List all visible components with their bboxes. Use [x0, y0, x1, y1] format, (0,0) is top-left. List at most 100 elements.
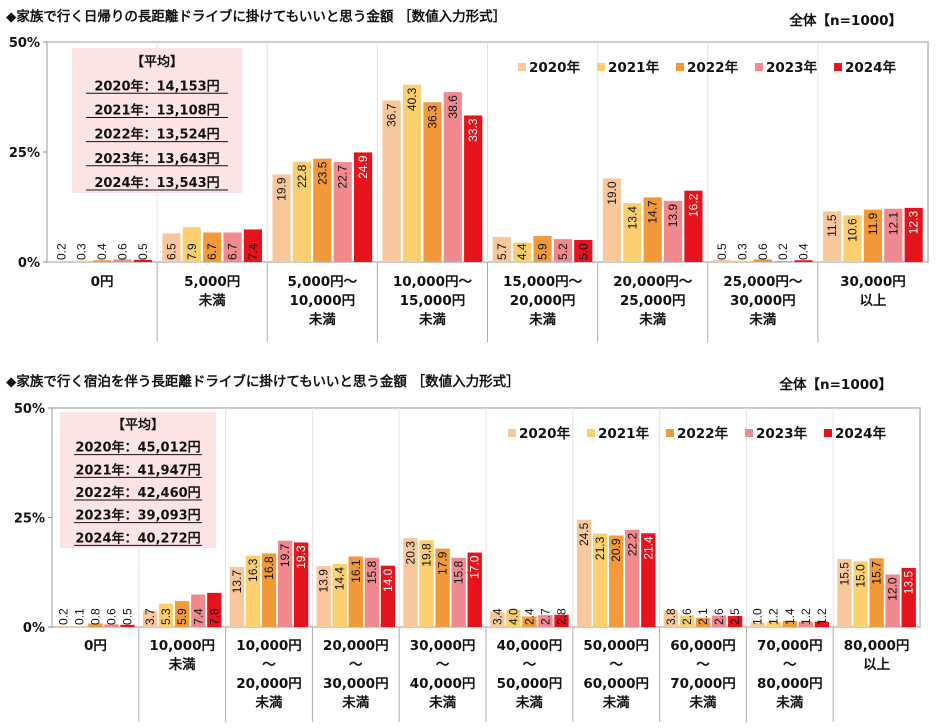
legend-swatch — [755, 63, 763, 71]
bar — [554, 614, 569, 627]
data-label: 16.2 — [686, 193, 700, 217]
bar — [753, 259, 772, 262]
category-label: 5,000円～ — [287, 274, 357, 290]
bar — [592, 533, 608, 627]
data-label: 20.9 — [609, 538, 623, 562]
bar — [403, 538, 418, 627]
data-label: 0.4 — [797, 243, 811, 260]
bar — [142, 610, 158, 627]
data-label: 3.7 — [143, 608, 157, 625]
data-label: 2.7 — [538, 608, 552, 625]
data-label: 15.8 — [452, 560, 466, 584]
category-label: 未満 — [429, 694, 456, 711]
data-label: 17.0 — [468, 555, 482, 579]
data-label: 16.1 — [349, 559, 363, 583]
bar — [602, 178, 622, 262]
category-label: 70,000円 — [670, 676, 736, 692]
bar — [293, 542, 309, 627]
bar — [782, 620, 797, 627]
data-label: 38.6 — [446, 95, 460, 119]
bar — [609, 535, 624, 627]
data-label: 15.8 — [365, 560, 379, 584]
category-label: 50,000円 — [497, 676, 563, 692]
category-label: 15,000円～ — [503, 274, 583, 290]
data-label: 22.2 — [625, 532, 639, 556]
data-label: 0.6 — [115, 243, 129, 260]
data-label: 1.2 — [799, 608, 813, 625]
category-label: 40,000円 — [497, 638, 563, 654]
bar — [223, 232, 242, 262]
category-label: 未満 — [342, 694, 369, 711]
bar — [191, 594, 206, 627]
bar — [904, 207, 923, 262]
legend-swatch — [587, 429, 595, 437]
data-label: 11.9 — [866, 212, 880, 235]
bar — [443, 92, 462, 262]
bar — [695, 617, 711, 627]
data-label: 19.3 — [294, 545, 308, 569]
bar — [277, 540, 293, 627]
category-label: 20,000円 — [510, 293, 576, 309]
data-label: 0.4 — [95, 243, 109, 260]
data-label: 2.5 — [728, 608, 742, 625]
bar — [229, 566, 245, 627]
category-label: 60,000円 — [583, 676, 649, 692]
bar — [467, 552, 482, 627]
data-label: 19.0 — [605, 181, 619, 205]
bar — [88, 623, 103, 627]
bar — [574, 240, 593, 262]
data-label: 1.2 — [815, 608, 829, 625]
data-label: 13.9 — [317, 569, 331, 593]
legend-label: 2024年 — [835, 425, 887, 442]
bar — [814, 621, 830, 627]
category-label: 15,000円 — [400, 293, 466, 309]
data-label: 4.4 — [515, 243, 529, 260]
bar — [712, 259, 732, 262]
category-label: 70,000円 — [757, 638, 823, 654]
data-label: 0.6 — [756, 243, 770, 260]
bar — [843, 215, 862, 262]
bar — [733, 260, 752, 262]
bar — [684, 190, 703, 262]
data-label: 0.2 — [54, 243, 68, 260]
data-label: 36.7 — [385, 103, 399, 127]
legend-swatch — [597, 63, 605, 71]
category-label: 0円 — [91, 274, 114, 290]
category-label: ～ — [262, 657, 276, 673]
category-label: ～ — [609, 657, 623, 673]
data-label: 13.4 — [625, 206, 639, 230]
category-label: 50,000円 — [583, 638, 649, 654]
category-label: ～ — [783, 657, 797, 673]
average-value: 2021年：41,947円 — [75, 462, 200, 478]
category-label: 30,000円 — [410, 638, 476, 654]
bar — [245, 555, 261, 627]
bar — [353, 152, 373, 262]
data-label: 14.0 — [381, 568, 395, 592]
bar — [104, 624, 119, 627]
category-label: 20,000円～ — [613, 274, 693, 290]
data-label: 0.5 — [121, 608, 135, 625]
category-label: 未満 — [749, 311, 777, 328]
data-label: 24.5 — [577, 522, 591, 546]
bar — [774, 261, 793, 262]
bar — [490, 612, 505, 627]
bar — [576, 519, 592, 627]
data-label: 2.8 — [555, 608, 569, 625]
category-label: 未満 — [639, 311, 667, 328]
category-label: 25,000円 — [620, 293, 686, 309]
data-label: 0.2 — [56, 608, 70, 625]
data-label: 0.5 — [136, 243, 150, 260]
category-label: 未満 — [419, 311, 446, 328]
data-label: 13.7 — [230, 570, 244, 594]
bar — [435, 548, 450, 627]
average-value: 2023年：13,643円 — [94, 151, 219, 167]
bar — [133, 259, 152, 262]
bar — [56, 626, 71, 627]
data-label: 1.2 — [767, 608, 781, 625]
category-label: 未満 — [516, 694, 544, 711]
data-label: 17.9 — [436, 551, 450, 575]
category-label: ～ — [523, 657, 537, 673]
bar — [837, 559, 852, 627]
data-label: 19.8 — [420, 543, 434, 567]
average-value: 2022年：13,524円 — [94, 127, 219, 143]
